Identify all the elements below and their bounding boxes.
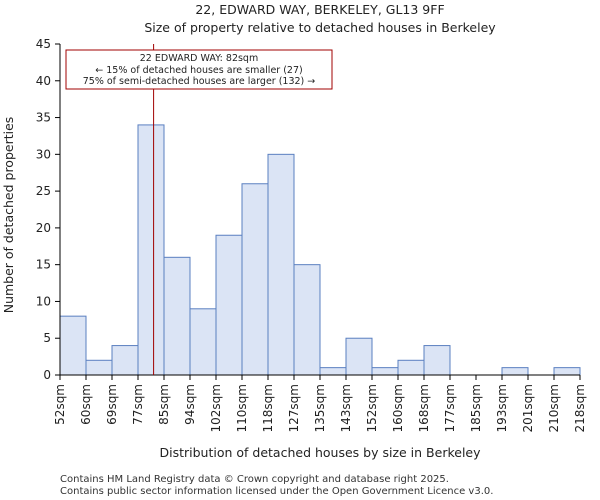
y-tick-label: 5: [43, 331, 51, 345]
bar-127sqm: [293, 264, 321, 376]
x-tick-label: 185sqm: [469, 384, 483, 432]
x-tick-label: 52sqm: [53, 384, 67, 425]
x-tick-label: 135sqm: [313, 384, 327, 432]
x-tick-label: 85sqm: [157, 384, 171, 425]
x-tick-label: 193sqm: [495, 384, 509, 432]
bar-94sqm: [189, 308, 217, 376]
bar-60sqm: [85, 359, 113, 376]
x-tick-label: 60sqm: [79, 384, 93, 425]
x-axis-ticks: 52sqm 60sqm 69sqm 77sqm 85sqm 94sqm 102sqm 110s…: [53, 375, 587, 432]
bar-77sqm: [137, 124, 165, 376]
x-tick-label: 210sqm: [547, 384, 561, 432]
bar-168sqm: [423, 345, 451, 376]
x-tick-label: 143sqm: [339, 384, 353, 432]
y-tick-label: 25: [36, 184, 51, 198]
footer-line-2: Contains public sector information licen…: [60, 486, 493, 497]
y-tick-label: 20: [36, 221, 51, 235]
chart-title-line-2: Size of property relative to detached ho…: [144, 20, 496, 35]
footer-line-1: Contains HM Land Registry data © Crown c…: [60, 474, 449, 485]
bar-210sqm: [553, 367, 581, 376]
y-tick-label: 45: [36, 37, 51, 51]
x-tick-label: 94sqm: [183, 384, 197, 425]
x-tick-label: 177sqm: [443, 384, 457, 432]
y-tick-label: 0: [43, 368, 51, 382]
y-tick-label: 30: [36, 147, 51, 161]
x-tick-label: 218sqm: [573, 384, 587, 432]
bar-69sqm: [111, 345, 139, 376]
bar-160sqm: [397, 359, 425, 376]
bar-118sqm: [267, 153, 295, 376]
bar-143sqm: [345, 337, 373, 376]
x-tick-label: 160sqm: [391, 384, 405, 432]
bar-52sqm: [59, 315, 87, 376]
bar-85sqm: [163, 256, 191, 376]
y-tick-label: 40: [36, 74, 51, 88]
bar-135sqm: [319, 367, 347, 376]
x-tick-label: 127sqm: [287, 384, 301, 432]
annotation-box: 22 EDWARD WAY: 82sqm ← 15% of detached h…: [65, 49, 333, 90]
annotation-border: [65, 49, 333, 90]
x-axis-label: Distribution of detached houses by size …: [159, 445, 481, 460]
y-axis-ticks: 0 5 10 15 20 25 30 35 40 45: [36, 37, 60, 382]
y-tick-label: 15: [36, 258, 51, 272]
bar-series: [59, 124, 581, 376]
y-axis-label: Number of detached properties: [1, 117, 16, 314]
x-tick-label: 152sqm: [365, 384, 379, 432]
annotation-line-3: 75% of semi-detached houses are larger (…: [83, 76, 316, 87]
chart-title-line-1: 22, EDWARD WAY, BERKELEY, GL13 9FF: [195, 2, 444, 17]
annotation-line-2: ← 15% of detached houses are smaller (27…: [95, 65, 302, 76]
x-tick-label: 201sqm: [521, 384, 535, 432]
x-tick-label: 168sqm: [417, 384, 431, 432]
y-tick-label: 10: [36, 294, 51, 308]
y-tick-label: 35: [36, 111, 51, 125]
bar-193sqm: [501, 367, 529, 376]
x-tick-label: 69sqm: [105, 384, 119, 425]
x-tick-label: 118sqm: [261, 384, 275, 432]
bar-102sqm: [215, 234, 243, 376]
annotation-line-1: 22 EDWARD WAY: 82sqm: [140, 53, 258, 64]
x-tick-label: 77sqm: [131, 384, 145, 425]
x-tick-label: 110sqm: [235, 384, 249, 432]
bar-110sqm: [241, 183, 269, 376]
x-tick-label: 102sqm: [209, 384, 223, 432]
bar-152sqm: [371, 367, 399, 376]
